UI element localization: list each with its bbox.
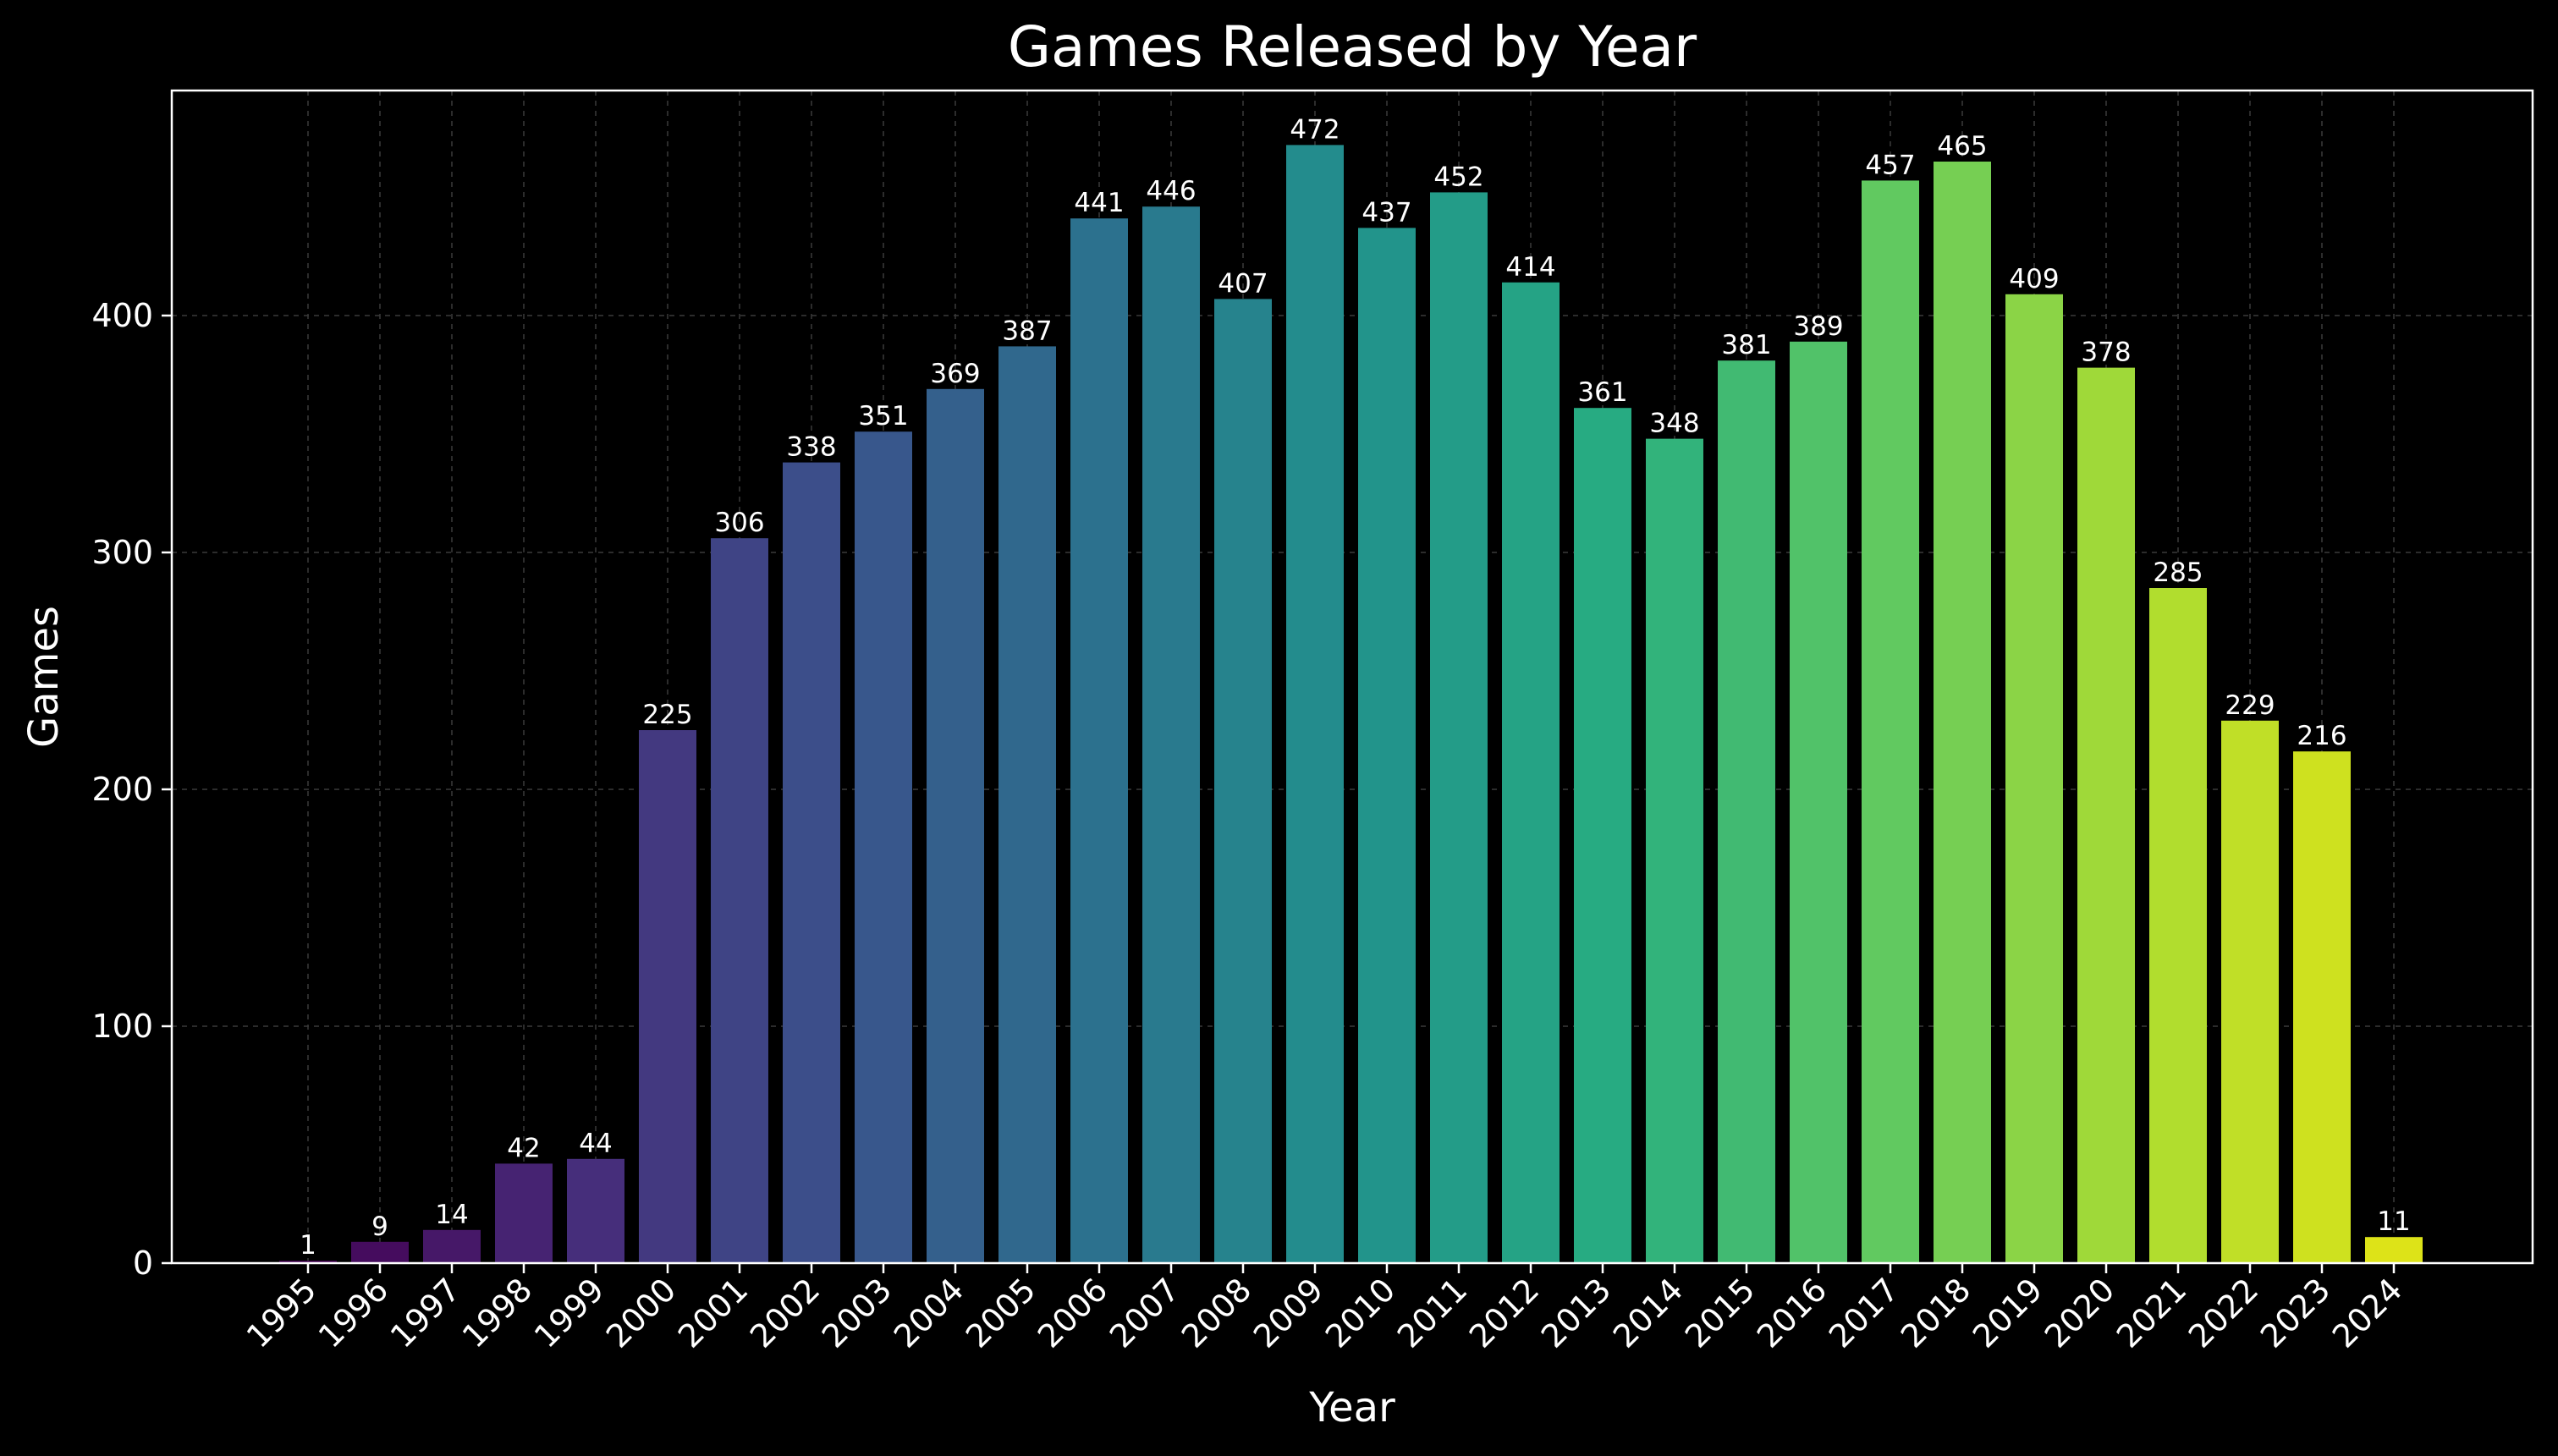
x-axis-label: Year [1308,1384,1395,1431]
y-tick-label: 300 [91,534,153,571]
bar-value-label: 457 [1865,150,1915,180]
bar [1934,162,1991,1263]
bar [2365,1237,2423,1263]
y-axis-label: Games [20,606,68,748]
bar [855,431,912,1263]
bar-value-label: 306 [714,508,764,538]
bar-value-label: 437 [1362,197,1411,228]
bar-value-label: 414 [1505,252,1555,283]
bar-value-label: 465 [1937,131,1987,162]
bar [783,462,840,1263]
bar [1646,438,1703,1263]
bar-value-label: 11 [2377,1206,2410,1237]
bar [998,346,1056,1263]
bar-value-label: 407 [1218,268,1268,299]
bar [567,1158,624,1263]
bar [1718,360,1775,1264]
y-axis-ticks: 0 100 200 300 400 [91,297,172,1282]
bar-value-label: 285 [2153,558,2203,588]
bar-value-label: 348 [1649,409,1699,439]
bar-value-label: 452 [1433,162,1483,192]
bar-value-label: 216 [2297,721,2346,751]
bar-value-label: 441 [1074,188,1124,218]
bar-value-label: 472 [1290,114,1340,145]
y-tick-label: 0 [133,1244,153,1282]
bar [1574,408,1631,1263]
bar-value-label: 381 [1721,330,1771,360]
bar-value-label: 1 [300,1230,316,1261]
bar [423,1229,481,1263]
bar [1862,180,1919,1263]
y-tick-label: 200 [91,771,153,808]
bar [1214,299,1272,1263]
bar-value-label: 9 [371,1212,388,1242]
bar-value-label: 387 [1002,316,1052,346]
bar-value-label: 378 [2081,338,2131,368]
bar [2221,720,2279,1263]
bar [1502,282,1560,1263]
bar [1790,341,1847,1263]
bar-value-label: 338 [786,432,836,463]
bar [1070,218,1128,1264]
bar-value-label: 44 [579,1129,612,1159]
value-labels: 1 9 14 42 44 225 306 338 351 369 387 441 446 407 472 43… [300,114,2411,1261]
bar [639,730,696,1263]
bar [2293,751,2351,1263]
bar [2005,294,2063,1263]
plot-frame [170,89,2534,1265]
bar [1286,145,1344,1263]
bar-value-label: 229 [2225,690,2275,721]
bar-value-label: 409 [2009,264,2059,294]
chart-title: Games Released by Year [1008,14,1697,80]
y-tick-label: 400 [91,297,153,334]
bar [1430,192,1488,1263]
bar-value-label: 42 [507,1133,540,1163]
bar [279,1261,337,1263]
bar-value-label: 361 [1577,377,1627,408]
bar-value-label: 225 [642,700,692,730]
bar [351,1241,409,1263]
bar-value-label: 351 [858,401,908,431]
bar [495,1163,553,1263]
bar-value-label: 14 [435,1200,468,1230]
bar [2149,588,2207,1263]
bar [1358,228,1416,1263]
bars [279,145,2423,1264]
bar [1142,206,1200,1264]
bar [711,538,768,1263]
bar-value-label: 389 [1793,311,1843,342]
bar-value-label: 369 [930,359,980,389]
bar-value-label: 446 [1146,176,1196,206]
bar [2077,367,2135,1264]
y-tick-label: 100 [91,1008,153,1045]
bar [927,388,984,1263]
